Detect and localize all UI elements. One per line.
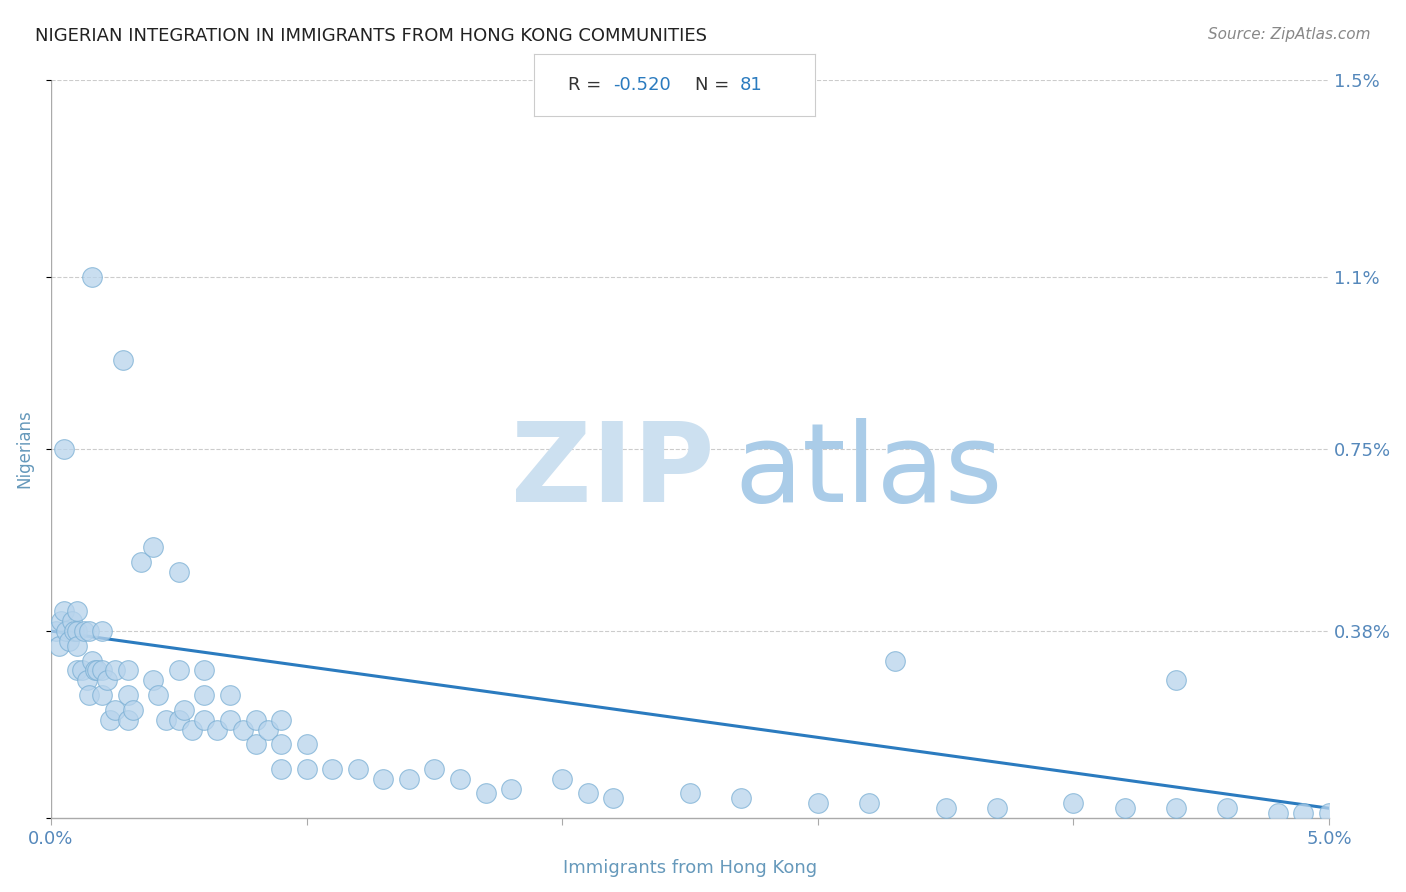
Point: [45, 624, 67, 639]
Point: [602, 791, 624, 805]
Point: [679, 787, 702, 801]
Point: [173, 703, 195, 717]
Point: [129, 555, 152, 569]
Point: [96, 673, 118, 688]
Point: [501, 781, 523, 796]
Point: [257, 723, 280, 737]
Point: [270, 762, 292, 776]
Point: [219, 688, 242, 702]
Point: [474, 787, 496, 801]
Point: [86, 664, 108, 678]
Point: [79, 624, 101, 639]
Point: [155, 713, 177, 727]
Point: [117, 664, 139, 678]
Point: [986, 801, 1008, 815]
Point: [111, 353, 134, 368]
Point: [55, 624, 77, 639]
Text: R =: R =: [568, 76, 607, 94]
Point: [193, 713, 215, 727]
Point: [65, 604, 87, 618]
Point: [346, 762, 368, 776]
Point: [167, 664, 190, 678]
Point: [245, 713, 267, 727]
Point: [373, 772, 395, 786]
Point: [219, 713, 242, 727]
Point: [398, 772, 420, 786]
Point: [423, 762, 446, 776]
Point: [551, 772, 574, 786]
Point: [270, 737, 292, 751]
Point: [1164, 801, 1187, 815]
Point: [232, 723, 254, 737]
Point: [73, 624, 96, 639]
Text: atlas: atlas: [735, 417, 1004, 524]
Point: [1267, 806, 1289, 821]
Point: [148, 688, 170, 702]
Text: Source: ZipAtlas.com: Source: ZipAtlas.com: [1208, 27, 1371, 42]
Point: [83, 664, 105, 678]
Point: [321, 762, 343, 776]
Point: [1164, 673, 1187, 688]
Point: [858, 797, 880, 811]
Point: [935, 801, 957, 815]
Point: [295, 737, 318, 751]
Point: [270, 713, 292, 727]
Point: [80, 269, 103, 284]
Point: [730, 791, 752, 805]
Text: NIGERIAN INTEGRATION IN IMMIGRANTS FROM HONG KONG COMMUNITIES: NIGERIAN INTEGRATION IN IMMIGRANTS FROM …: [35, 27, 707, 45]
Point: [295, 762, 318, 776]
Point: [65, 624, 87, 639]
Point: [1292, 806, 1315, 821]
Point: [807, 797, 830, 811]
Point: [576, 787, 599, 801]
Text: -0.520: -0.520: [613, 76, 671, 94]
Point: [167, 565, 190, 579]
Point: [76, 673, 98, 688]
Point: [1062, 797, 1084, 811]
Point: [117, 713, 139, 727]
Point: [58, 634, 80, 648]
Point: [91, 664, 114, 678]
Point: [180, 723, 202, 737]
Point: [117, 688, 139, 702]
Point: [48, 639, 70, 653]
Y-axis label: Nigerians: Nigerians: [15, 409, 32, 489]
Point: [91, 688, 114, 702]
Point: [51, 614, 73, 628]
X-axis label: Immigrants from Hong Kong: Immigrants from Hong Kong: [562, 859, 817, 877]
Point: [167, 713, 190, 727]
Point: [52, 442, 75, 456]
Point: [104, 664, 127, 678]
Point: [52, 604, 75, 618]
Point: [104, 703, 127, 717]
Point: [449, 772, 471, 786]
Point: [142, 673, 165, 688]
Text: 81: 81: [740, 76, 762, 94]
Point: [91, 624, 114, 639]
Point: [193, 664, 215, 678]
Point: [65, 664, 87, 678]
Point: [98, 713, 121, 727]
Text: N =: N =: [695, 76, 734, 94]
Point: [142, 541, 165, 555]
Point: [70, 664, 93, 678]
Point: [63, 624, 86, 639]
Point: [60, 614, 83, 628]
Point: [65, 639, 87, 653]
Point: [1114, 801, 1136, 815]
Point: [121, 703, 143, 717]
Point: [1317, 806, 1340, 821]
Point: [80, 654, 103, 668]
Point: [245, 737, 267, 751]
Point: [205, 723, 228, 737]
Point: [883, 654, 905, 668]
Point: [193, 688, 215, 702]
Point: [1216, 801, 1239, 815]
Text: ZIP: ZIP: [512, 417, 714, 524]
Point: [79, 688, 101, 702]
